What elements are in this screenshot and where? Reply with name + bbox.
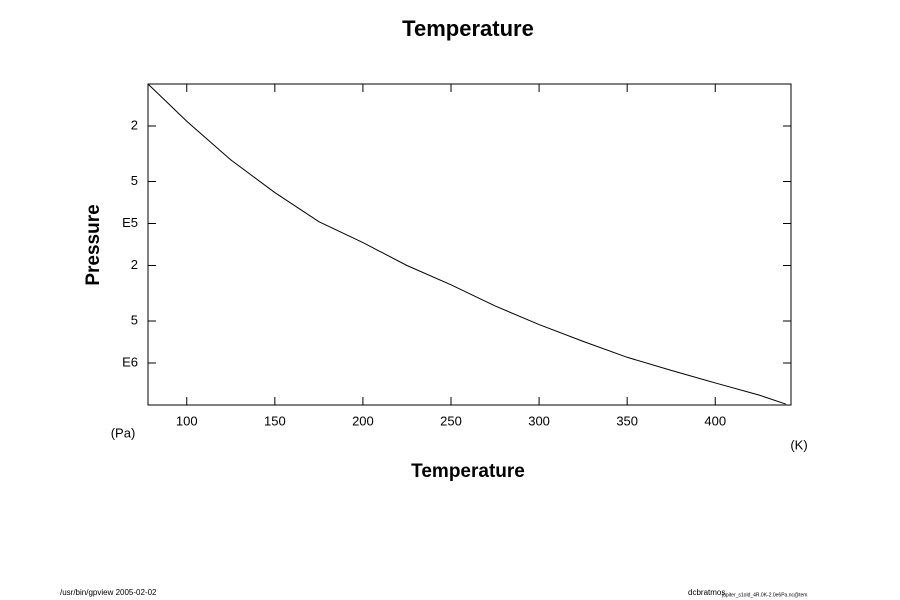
x-unit: (K): [790, 437, 807, 452]
plot-frame: [147, 83, 792, 406]
x-tick-label: 250: [440, 413, 462, 428]
x-tick-label: 200: [352, 413, 374, 428]
footer-left: /usr/bin/gpview 2005-02-02: [60, 588, 157, 597]
y-axis-label: Pressure: [83, 204, 104, 285]
y-tick-label: 2: [131, 117, 138, 132]
y-tick-label: 5: [131, 173, 138, 188]
y-tick-label: 5: [131, 312, 138, 327]
footer-file: jupiter_s1old_4R.0K-2.0e6Pa.nc@tem: [721, 592, 807, 598]
x-axis-label: Temperature: [411, 461, 525, 482]
x-tick-label: 400: [704, 413, 726, 428]
y-tick-label: E6: [122, 354, 138, 369]
y-tick-label: E5: [122, 215, 138, 230]
data-line: [147, 83, 786, 405]
x-tick-label: 100: [176, 413, 198, 428]
x-tick-label: 350: [616, 413, 638, 428]
x-tick-label: 150: [264, 413, 286, 428]
y-tick-label: 2: [131, 257, 138, 272]
footer-right: dcbratmos: [688, 588, 725, 597]
chart-title: Temperature: [402, 16, 534, 41]
y-unit: (Pa): [111, 425, 136, 440]
x-tick-label: 300: [528, 413, 550, 428]
